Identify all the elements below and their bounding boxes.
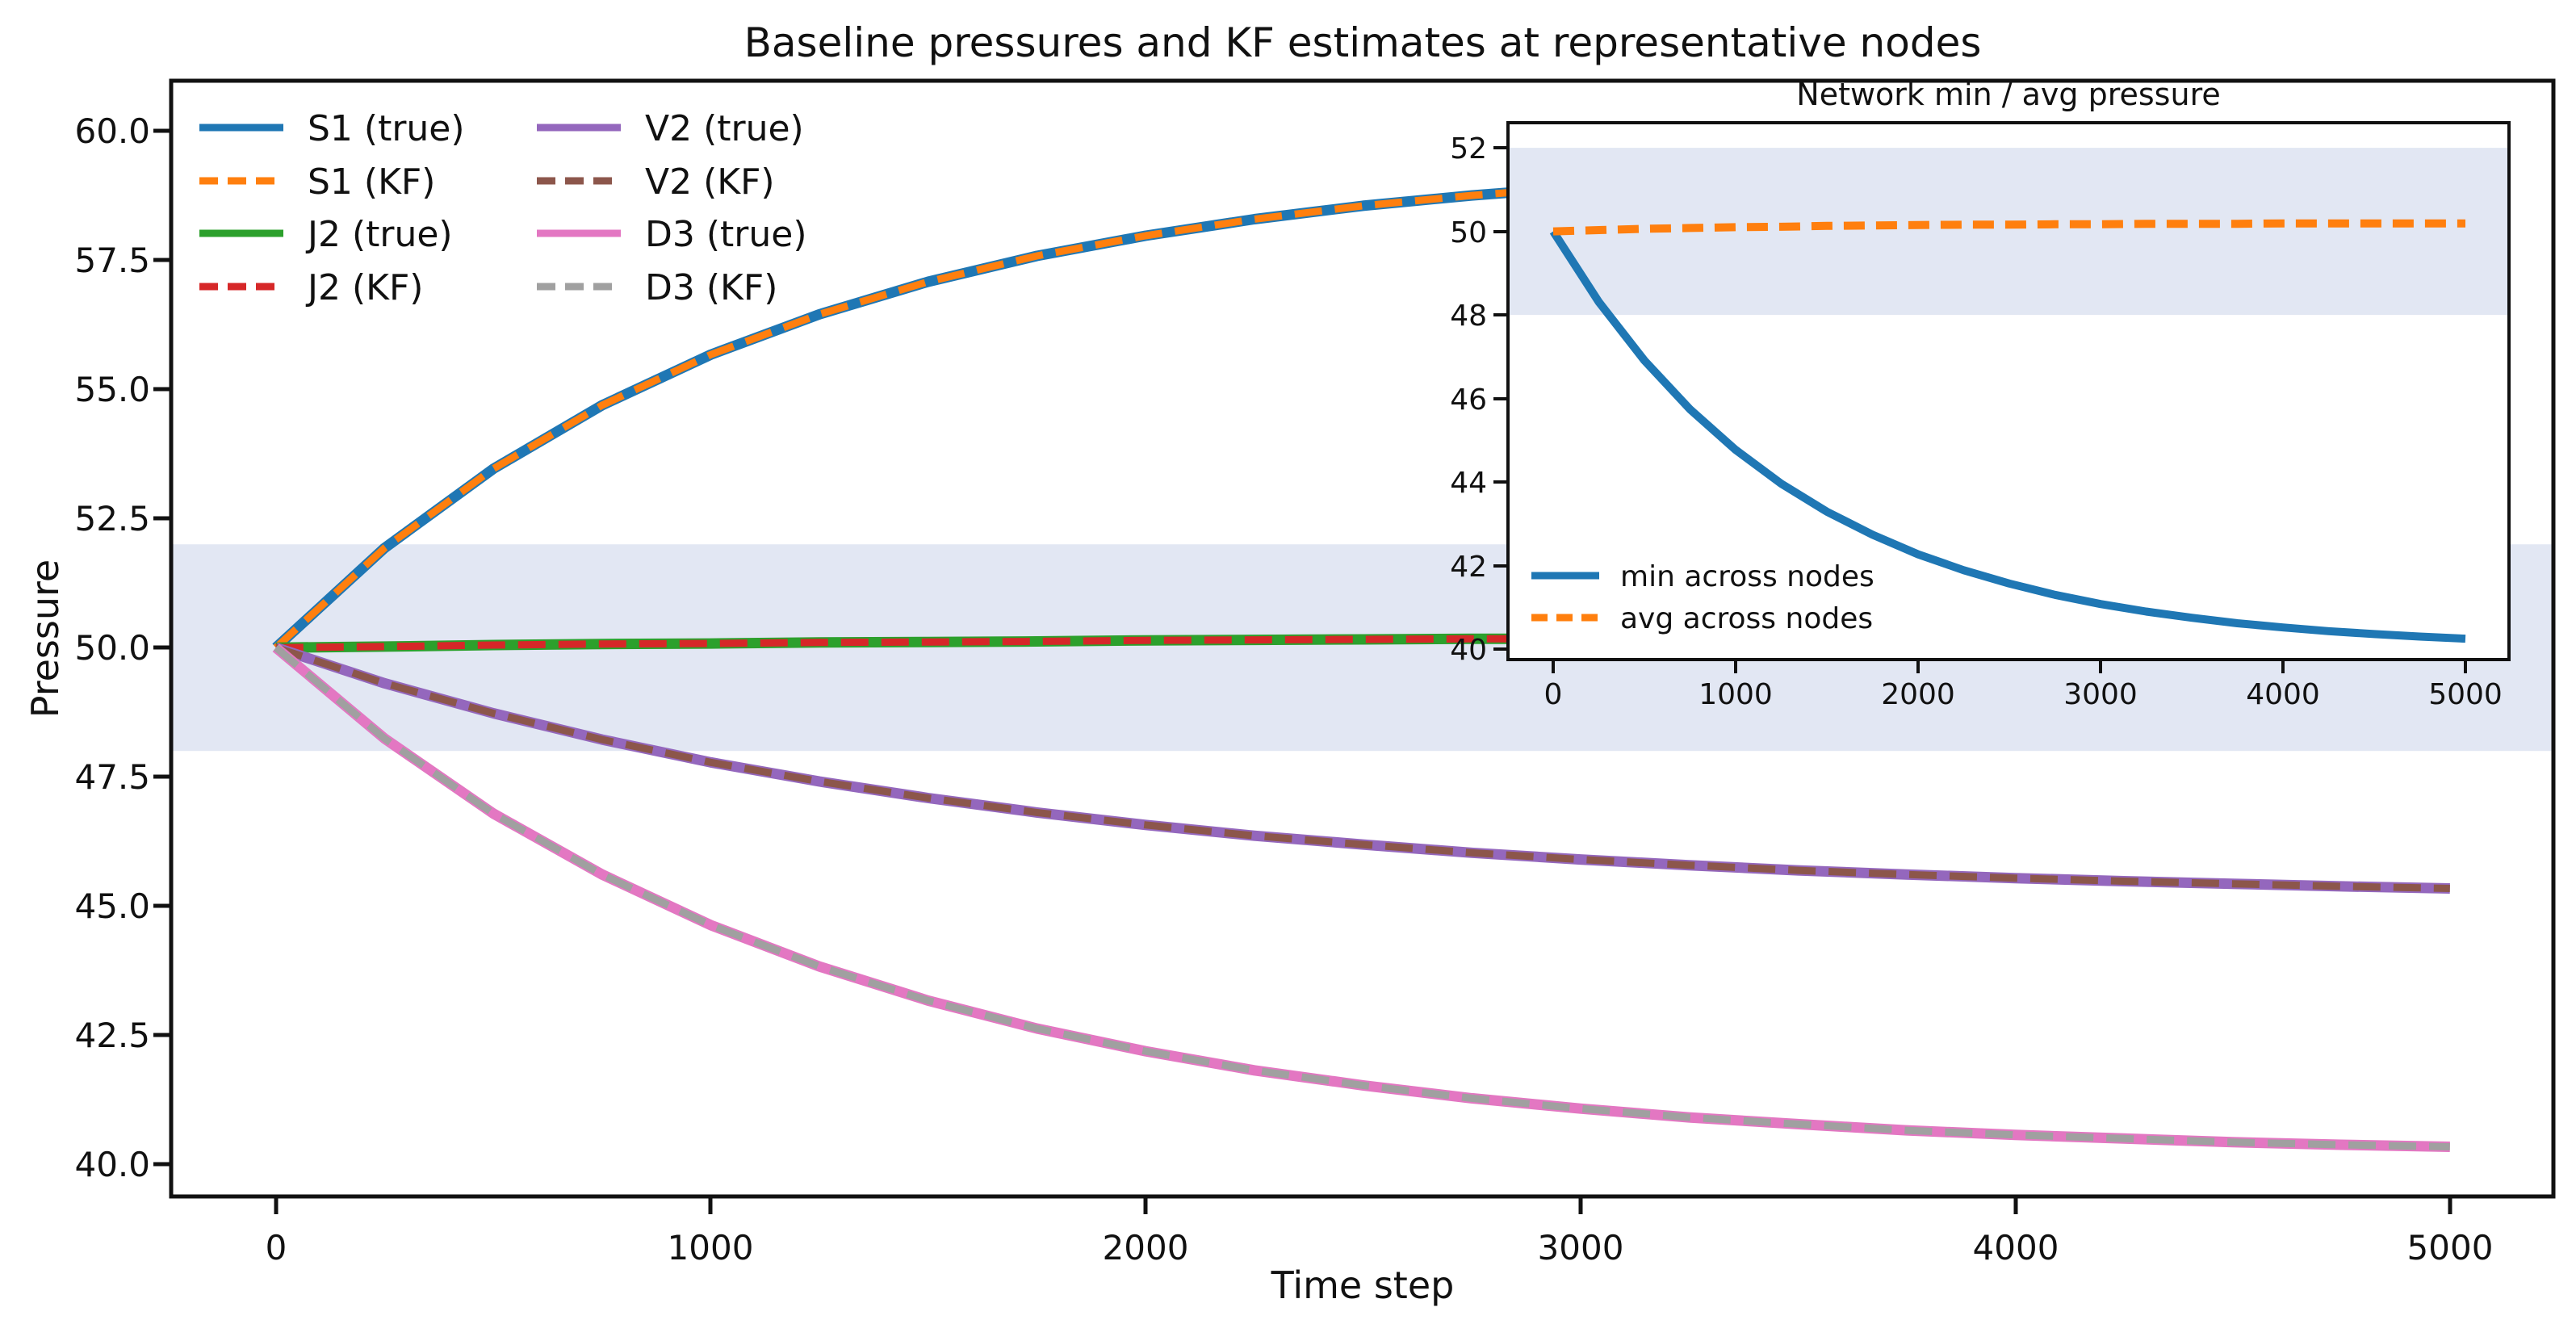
main-y-tick-label: 47.5 (74, 757, 150, 797)
inset-y-tick-label: 40 (1450, 634, 1487, 667)
inset-x-tick-label: 5000 (2428, 678, 2503, 711)
legend-label-v2-kf: V2 (KF) (645, 161, 775, 203)
main-x-tick-label: 2000 (1103, 1228, 1189, 1267)
legend-label-min-across-nodes: min across nodes (1620, 560, 1874, 593)
main-y-tick-label: 60.0 (74, 111, 150, 151)
main-x-tick-label: 5000 (2407, 1228, 2494, 1267)
curve-v2-kf (274, 643, 2450, 892)
inset-legend: min across nodes avg across nodes (1531, 560, 1874, 635)
main-x-tick-marks (274, 1196, 2452, 1214)
inset-x-tick-label: 0 (1544, 678, 1563, 711)
inset-x-tick-label: 3000 (2063, 678, 2138, 711)
main-y-tick-label: 50.0 (74, 628, 150, 668)
legend-label-avg-across-nodes: avg across nodes (1620, 602, 1873, 635)
curve-avg-across-nodes (1552, 219, 2465, 236)
main-x-tick-label: 0 (266, 1228, 287, 1267)
main-y-tick-label: 42.5 (74, 1016, 150, 1055)
inset-y-tick-marks (1493, 146, 1508, 651)
main-y-tick-label: 57.5 (74, 241, 150, 280)
inset-x-tick-marks (1552, 660, 2467, 673)
curve-d3-kf (273, 644, 2450, 1150)
inset-chart: 52 50 48 46 44 42 40 0 1000 2000 3000 40… (1450, 77, 2511, 711)
inset-y-tick-label: 42 (1450, 551, 1487, 584)
main-y-tick-marks (153, 128, 171, 1167)
main-axes-spines (169, 78, 2556, 1199)
y-axis-label: Pressure (23, 559, 67, 718)
legend-label-j2-true: J2 (true) (305, 214, 453, 255)
main-y-tick-label: 55.0 (74, 370, 150, 409)
inset-x-tick-label: 1000 (1698, 678, 1773, 711)
inset-x-tick-label: 4000 (2246, 678, 2320, 711)
main-x-tick-label: 3000 (1538, 1228, 1624, 1267)
main-legend: S1 (true) S1 (KF) J2 (true) J2 (KF) V2 (… (199, 108, 807, 308)
legend-label-d3-true: D3 (true) (645, 214, 807, 255)
legend-label-j2-kf: J2 (KF) (305, 267, 423, 308)
main-y-tick-label: 45.0 (74, 886, 150, 926)
legend-label-d3-kf: D3 (KF) (645, 267, 777, 308)
x-axis-label: Time step (1271, 1263, 1455, 1307)
inset-axes-spines (1506, 121, 2511, 661)
inset-y-tick-label: 52 (1450, 132, 1487, 166)
inset-title: Network min / avg pressure (1796, 77, 2220, 112)
inset-y-tick-label: 46 (1450, 383, 1487, 417)
main-y-tick-label: 40.0 (74, 1145, 150, 1184)
inset-y-tick-label: 48 (1450, 300, 1487, 333)
legend-label-s1-true: S1 (true) (308, 108, 465, 149)
main-y-tick-label: 52.5 (74, 499, 150, 538)
curve-min-across-nodes (1549, 228, 2466, 643)
legend-label-v2-true: V2 (true) (645, 108, 804, 149)
main-x-tick-label: 1000 (668, 1228, 754, 1267)
inset-y-tick-label: 50 (1450, 216, 1487, 249)
inset-pressure-band (1508, 148, 2509, 316)
inset-x-tick-label: 2000 (1881, 678, 1955, 711)
figure-title: Baseline pressures and KF estimates at r… (744, 19, 1982, 66)
main-x-tick-label: 4000 (1973, 1228, 2059, 1267)
inset-y-tick-label: 44 (1450, 467, 1487, 500)
curve-s1-kf (273, 156, 2450, 651)
legend-label-s1-kf: S1 (KF) (308, 161, 435, 203)
